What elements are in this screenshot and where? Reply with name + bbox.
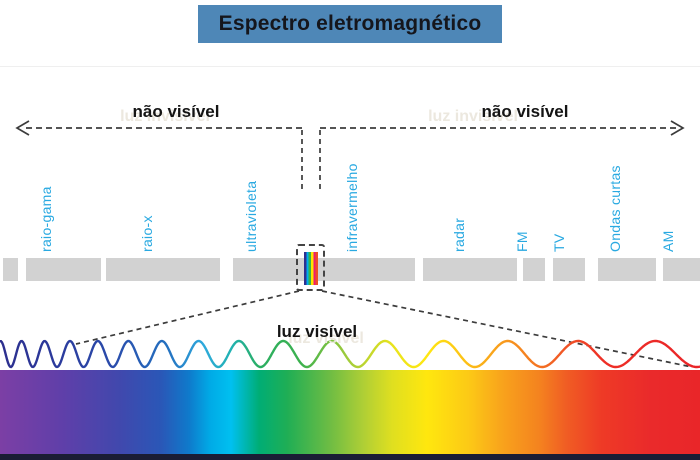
header-divider [0,66,700,67]
spectrum-bar [523,258,545,281]
bottom-dark-bar [0,454,700,460]
visible-spectrum-gradient [0,370,700,454]
spectrum-bar [663,258,700,281]
band-label-am: AM [660,230,676,252]
page-title: Espectro eletromagnético [218,12,482,35]
band-label-radar: radar [451,217,467,252]
watermark-luz-invisivel-right: luz invisível [428,108,518,125]
spectrum-bar [598,258,656,281]
label-nao-visivel-right: não visível [481,102,569,121]
label-nao-visivel-left: não visível [132,102,220,121]
band-label-ultravioleta: ultravioleta [243,180,259,252]
band-label-fm: FM [514,231,530,252]
visible-light-sliver [304,252,318,285]
band-label-tv: TV [551,233,567,253]
spectrum-bar [423,258,517,281]
dashed-fan-right [321,290,693,368]
spectrum-bar [26,258,101,281]
band-label-infravermelho: infravermelho [344,163,360,252]
spectrum-bar [553,258,585,281]
band-label-raio-x: raio-x [139,215,155,252]
label-luz-visivel: luz visível [276,322,358,341]
band-label-raio-gama: raio-gama [38,186,54,252]
arrowhead-right-icon [670,120,685,136]
dashed-fan-left [75,290,300,345]
arrowhead-left-icon [15,120,30,136]
spectrum-bar [3,258,18,281]
spectrum-bar [106,258,220,281]
title-banner: Espectro eletromagnético [198,5,502,43]
band-label-ondas-curtas: Ondas curtas [607,165,623,252]
visible-light-highlight-box [296,244,325,291]
watermark-luz-invisivel-left: luz invisível [120,108,210,125]
